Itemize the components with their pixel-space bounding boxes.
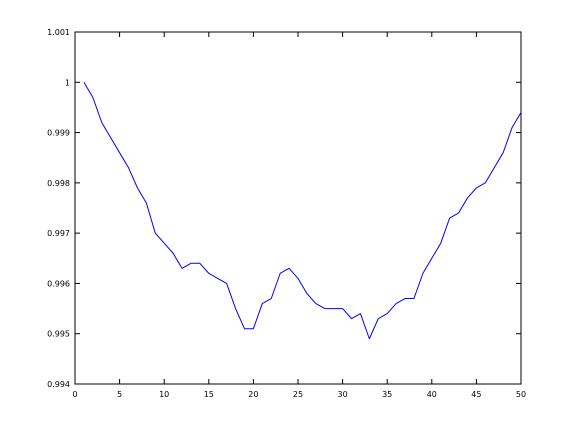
y-tick-label: 1 (65, 78, 70, 87)
y-tick-label: 0.999 (47, 129, 70, 138)
axis-ticks (74, 31, 522, 385)
x-tick-label: 35 (382, 390, 392, 399)
x-tick-label: 30 (338, 390, 348, 399)
x-tick-label: 15 (204, 390, 214, 399)
y-tick-label: 1.001 (47, 28, 70, 37)
x-tick-label: 45 (471, 390, 481, 399)
x-tick-label: 10 (159, 390, 169, 399)
x-tick-label: 40 (427, 390, 437, 399)
y-tick-label: 0.994 (47, 380, 70, 389)
x-tick-label: 5 (117, 390, 122, 399)
tick-labels: 0 5 10 15 20 25 30 35 40 45 50 0.994 0.995 0.996 0.997… (47, 28, 526, 399)
series-line-0 (83, 82, 522, 340)
y-tick-label: 0.997 (47, 229, 70, 238)
y-tick-label: 0.996 (47, 279, 70, 288)
x-tick-label: 0 (72, 390, 77, 399)
x-tick-label: 25 (293, 390, 303, 399)
x-tick-label: 50 (516, 390, 526, 399)
x-tick-label: 20 (248, 390, 258, 399)
y-tick-label: 0.995 (47, 330, 70, 339)
y-tick-label: 0.998 (47, 179, 70, 188)
